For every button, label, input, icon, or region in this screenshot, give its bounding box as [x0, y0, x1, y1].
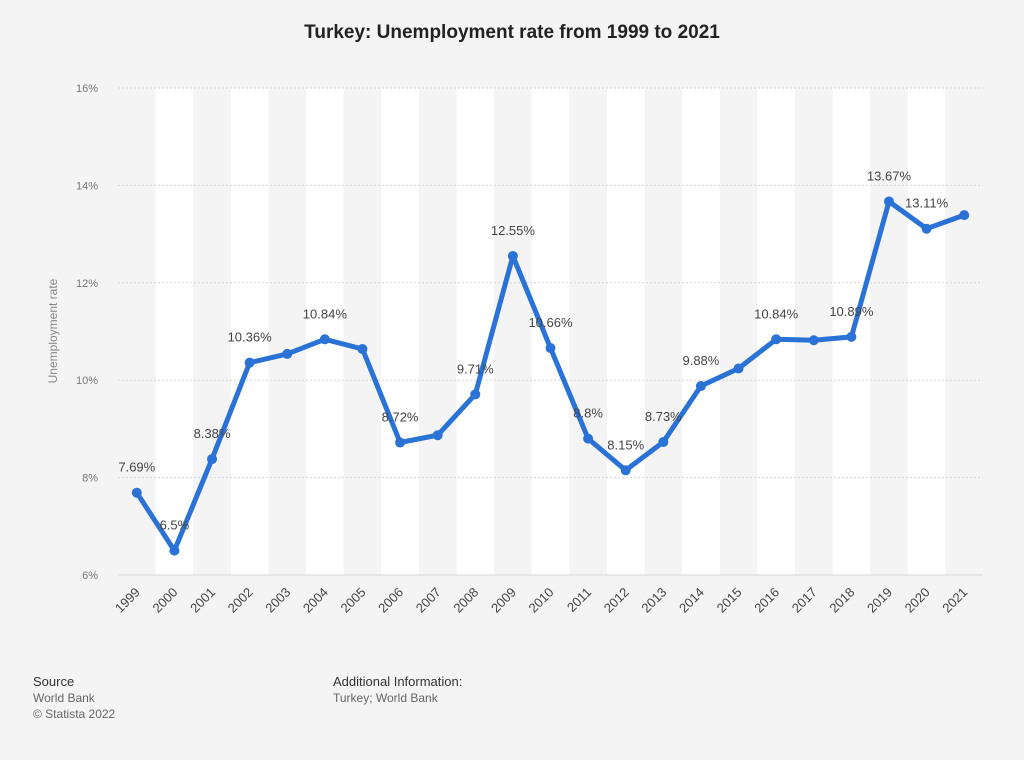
- x-tick-label: 2013: [638, 585, 669, 616]
- x-tick-label: 2016: [751, 585, 782, 616]
- column-band: [757, 88, 795, 575]
- x-tick-label: 2019: [864, 585, 895, 616]
- data-point: [169, 545, 180, 556]
- data-point: [883, 196, 894, 207]
- data-label: 10.66%: [528, 315, 573, 330]
- data-point: [733, 363, 744, 374]
- data-label: 8.15%: [607, 437, 644, 452]
- x-tick-label: 1999: [112, 585, 143, 616]
- x-tick-label: 2005: [338, 585, 369, 616]
- x-tick-label: 2009: [488, 585, 519, 616]
- data-point: [771, 334, 782, 345]
- source-name: World Bank: [33, 691, 95, 705]
- source-block: Source World Bank © Statista 2022: [33, 674, 115, 722]
- data-point: [131, 487, 142, 498]
- copyright: © Statista 2022: [33, 707, 116, 721]
- data-point: [959, 210, 970, 221]
- additional-info-block: Additional Information: Turkey; World Ba…: [333, 674, 462, 706]
- data-label: 9.88%: [682, 353, 719, 368]
- y-tick-label: 12%: [76, 278, 98, 290]
- data-point: [545, 343, 556, 354]
- y-tick-label: 14%: [76, 180, 98, 192]
- data-labels: 7.69% 6.5% 8.38% 10.36% 10.84% 8.72% 9.71% 12.5…: [118, 168, 948, 532]
- data-point: [207, 454, 218, 465]
- x-tick-label: 2006: [375, 585, 406, 616]
- data-point: [583, 433, 594, 444]
- additional-info-text: Turkey; World Bank: [333, 691, 438, 705]
- data-point: [507, 251, 518, 262]
- x-tick-label: 2021: [939, 585, 970, 616]
- y-axis-label: Unemployment rate: [46, 278, 60, 383]
- data-point: [846, 331, 857, 342]
- data-label: 10.36%: [228, 330, 273, 345]
- column-band: [456, 88, 495, 575]
- y-axis-ticks: 6% 8% 10% 12% 14% 16%: [76, 83, 98, 582]
- data-point: [432, 430, 443, 441]
- x-tick-label: 2004: [300, 585, 331, 616]
- x-tick-label: 2001: [187, 585, 218, 616]
- x-tick-label: 2014: [676, 585, 707, 616]
- gridlines: [118, 87, 983, 576]
- source-heading: Source: [33, 674, 75, 689]
- data-point: [395, 437, 406, 448]
- x-tick-label: 2000: [149, 585, 180, 616]
- data-label: 10.84%: [754, 306, 799, 321]
- column-band: [606, 88, 645, 575]
- data-label: 9.71%: [457, 361, 494, 376]
- column-band: [907, 88, 946, 575]
- data-point: [357, 344, 368, 355]
- x-tick-label: 2002: [225, 585, 256, 616]
- data-label: 8.38%: [194, 426, 231, 441]
- data-point: [470, 389, 481, 400]
- x-tick-label: 2017: [789, 585, 820, 616]
- x-tick-label: 2010: [526, 585, 557, 616]
- column-bands: [155, 88, 946, 575]
- data-label: 10.84%: [303, 306, 348, 321]
- data-label: 13.11%: [905, 196, 949, 211]
- column-band: [381, 88, 419, 575]
- data-point: [695, 381, 706, 392]
- data-point: [282, 348, 293, 359]
- x-tick-label: 2007: [413, 585, 444, 616]
- chart-title: Turkey: Unemployment rate from 1999 to 2…: [304, 22, 720, 43]
- column-band: [230, 88, 269, 575]
- x-axis-ticks: 1999 2000 2001 2002 2003 2004 2005 2006 2007 2008…: [112, 585, 970, 616]
- x-tick-label: 2011: [564, 585, 594, 615]
- y-tick-label: 8%: [82, 473, 98, 485]
- data-label: 10.89%: [829, 304, 874, 319]
- data-label: 8.8%: [573, 406, 603, 421]
- data-label: 6.5%: [160, 518, 190, 533]
- data-point: [319, 334, 330, 345]
- x-tick-label: 2008: [450, 585, 481, 616]
- x-tick-label: 2003: [262, 585, 293, 616]
- data-point: [921, 223, 932, 234]
- y-tick-label: 16%: [76, 83, 98, 95]
- x-tick-label: 2015: [714, 585, 745, 616]
- x-tick-label: 2012: [601, 585, 632, 616]
- data-point: [808, 335, 819, 346]
- data-label: 13.67%: [867, 168, 912, 183]
- column-band: [306, 88, 344, 575]
- data-label: 8.72%: [382, 410, 419, 425]
- data-point: [658, 437, 669, 448]
- y-tick-label: 6%: [82, 570, 98, 582]
- data-label: 7.69%: [118, 460, 155, 475]
- data-points: [131, 196, 970, 556]
- data-point: [620, 465, 631, 476]
- line-chart: 6%8%10%12%14%16% 1999 2000 2001 2002 2003 200…: [46, 83, 983, 616]
- column-band: [682, 88, 720, 575]
- data-label: 8.73%: [645, 409, 682, 424]
- y-tick-label: 10%: [76, 375, 98, 387]
- x-tick-label: 2018: [826, 585, 857, 616]
- column-band: [155, 88, 194, 575]
- column-band: [531, 88, 570, 575]
- x-tick-label: 2020: [902, 585, 933, 616]
- data-point: [244, 357, 255, 368]
- additional-info-heading: Additional Information:: [333, 674, 463, 689]
- data-label: 12.55%: [491, 223, 536, 238]
